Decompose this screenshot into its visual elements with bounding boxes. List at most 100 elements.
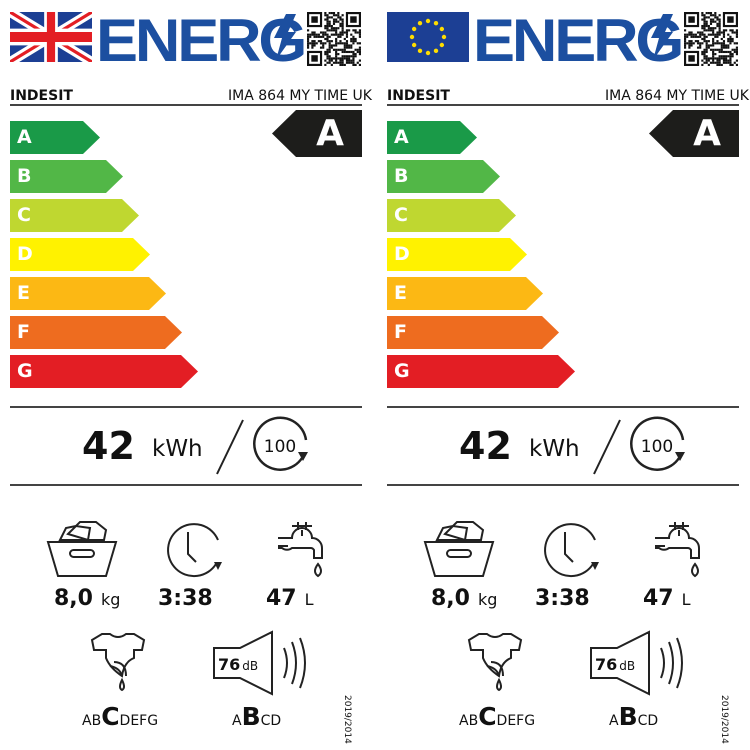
eu-star xyxy=(417,48,423,54)
capacity: 8,0 kg xyxy=(54,586,120,611)
energy-class-d: D xyxy=(10,238,150,271)
energy-class-f: F xyxy=(10,316,182,349)
energy-consumption-unit: kWh xyxy=(152,436,203,462)
energy-class-indicator: A xyxy=(272,110,362,157)
cycle-arrow-icon xyxy=(630,416,685,471)
eu-star xyxy=(425,50,431,56)
noise-value: 76 xyxy=(218,655,241,674)
brand-name: INDESIT xyxy=(387,88,450,104)
water: 47 L xyxy=(266,586,314,611)
water-unit: L xyxy=(304,590,314,609)
eu-star xyxy=(425,18,431,24)
divider xyxy=(10,406,362,408)
model-name: IMA 864 MY TIME UK xyxy=(228,88,372,104)
spin-class-before: AB xyxy=(459,713,479,729)
cycle-arrow-icon xyxy=(253,416,308,471)
noise-unit: dB xyxy=(242,659,259,673)
water-value: 47 xyxy=(266,586,297,611)
eu-star xyxy=(409,34,415,40)
noise-class-active: B xyxy=(241,702,261,731)
energy-class-e: E xyxy=(387,277,543,310)
eu-star xyxy=(441,34,447,40)
qr-code[interactable] xyxy=(684,12,738,66)
spin-drying-shirt-icon xyxy=(467,633,523,692)
divider xyxy=(10,104,362,106)
energy-class-a: A xyxy=(387,121,477,154)
spin-class-active: C xyxy=(101,702,120,731)
capacity-unit: kg xyxy=(477,590,498,609)
eu-star xyxy=(417,20,423,26)
noise-class: ABCD xyxy=(232,702,281,731)
speaker-noise-icon xyxy=(213,630,306,696)
spin-class-after: DEFG xyxy=(496,713,536,729)
duration-value: 3:38 xyxy=(535,586,590,611)
water-unit: L xyxy=(681,590,691,609)
water-value: 47 xyxy=(643,586,674,611)
energy-title: ENERG xyxy=(96,7,307,74)
lightning-bolt-icon xyxy=(274,14,296,60)
clock-icon xyxy=(167,523,222,578)
spin-class-before: AB xyxy=(82,713,102,729)
divider xyxy=(387,484,739,486)
capacity-value: 8,0 xyxy=(431,586,470,611)
duration-value: 3:38 xyxy=(158,586,213,611)
regulation-number: 2019/2014 xyxy=(719,695,729,744)
energy-class-c: C xyxy=(387,199,516,232)
divider xyxy=(10,484,362,486)
water-tap-icon xyxy=(655,522,700,578)
capacity: 8,0 kg xyxy=(431,586,497,611)
cycles-count: 100 xyxy=(263,437,297,457)
union-jack-flag-icon xyxy=(10,12,92,62)
brand-name: INDESIT xyxy=(10,88,73,104)
eu-star xyxy=(433,48,439,54)
energy-class-g: G xyxy=(387,355,575,388)
laundry-basket-icon xyxy=(46,521,118,577)
energy-class-c: C xyxy=(10,199,139,232)
energy-class-b: B xyxy=(10,160,123,193)
noise-class-before: A xyxy=(609,713,619,729)
energy-class-b: B xyxy=(387,160,500,193)
eu-star xyxy=(411,26,417,32)
energy-class-d: D xyxy=(387,238,527,271)
clock-icon xyxy=(544,523,599,578)
energy-class-f: F xyxy=(387,316,559,349)
slash-divider xyxy=(216,419,244,475)
capacity-value: 8,0 xyxy=(54,586,93,611)
spin-class-active: C xyxy=(478,702,497,731)
energy-consumption-value: 42 xyxy=(82,424,135,468)
speaker-noise-icon xyxy=(590,630,683,696)
spin-class-after: DEFG xyxy=(119,713,159,729)
eu-star xyxy=(433,20,439,26)
energy-class-indicator: A xyxy=(649,110,739,157)
spin-class: ABCDEFG xyxy=(459,702,535,731)
eu-star xyxy=(411,42,417,48)
energy-consumption-value: 42 xyxy=(459,424,512,468)
water-tap-icon xyxy=(278,522,323,578)
energy-class-g: G xyxy=(10,355,198,388)
slash-divider xyxy=(593,419,621,475)
noise-unit: dB xyxy=(619,659,636,673)
laundry-basket-icon xyxy=(423,521,495,577)
noise-class-active: B xyxy=(618,702,638,731)
spin-class: ABCDEFG xyxy=(82,702,158,731)
qr-code[interactable] xyxy=(307,12,361,66)
energy-class-a: A xyxy=(10,121,100,154)
noise-class-after: CD xyxy=(260,713,282,729)
noise-level: 76 dB xyxy=(595,655,635,674)
energy-title: ENERG xyxy=(473,7,684,74)
noise-value: 76 xyxy=(595,655,618,674)
capacity-unit: kg xyxy=(100,590,121,609)
noise-class-before: A xyxy=(232,713,242,729)
divider xyxy=(387,104,739,106)
regulation-number: 2019/2014 xyxy=(342,695,352,744)
energy-class-e: E xyxy=(10,277,166,310)
eu-flag-icon xyxy=(387,12,469,62)
energy-consumption-unit: kWh xyxy=(529,436,580,462)
eu-star xyxy=(439,26,445,32)
lightning-bolt-icon xyxy=(651,14,673,60)
model-name: IMA 864 MY TIME UK xyxy=(605,88,749,104)
eu-star xyxy=(439,42,445,48)
noise-class-after: CD xyxy=(637,713,659,729)
